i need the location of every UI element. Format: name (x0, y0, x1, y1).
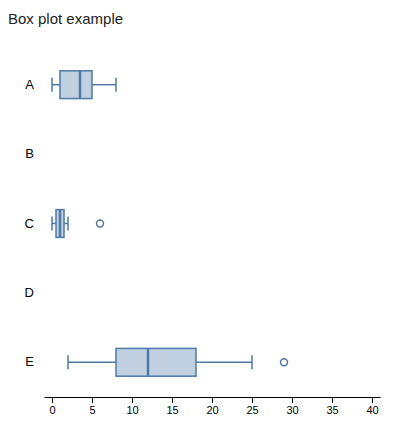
plot: 0 5 10 15 20 25 30 35 40 A B C D E (25, 71, 381, 416)
x-tick-mark (52, 397, 53, 403)
y-tick: B (25, 146, 34, 161)
box-group (52, 210, 104, 238)
whisker (196, 362, 252, 364)
y-tick: D (25, 285, 34, 300)
x-tick: 35 (326, 397, 338, 416)
x-tick: 40 (366, 397, 378, 416)
y-tick-label: A (25, 77, 34, 92)
x-tick-label: 40 (366, 404, 378, 416)
x-tick-label: 30 (286, 404, 298, 416)
x-tick-mark (172, 397, 173, 403)
flier (97, 220, 104, 227)
x-tick-label: 15 (166, 404, 178, 416)
y-tick: E (25, 354, 34, 369)
x-tick-label: 0 (49, 404, 55, 416)
whisker (68, 362, 116, 364)
x-tick-mark (372, 397, 373, 403)
median (59, 210, 62, 238)
box-group (68, 348, 288, 376)
x-axis: 0 5 10 15 20 25 30 35 40 (45, 397, 381, 416)
box-group (52, 71, 116, 99)
x-tick-label: 35 (326, 404, 338, 416)
flier (281, 359, 288, 366)
x-tick-mark (132, 397, 133, 403)
y-tick-label: D (25, 285, 34, 300)
cap (67, 217, 69, 231)
box (116, 348, 196, 376)
x-tick-mark (292, 397, 293, 403)
x-tick: 25 (246, 397, 258, 416)
x-tick-label: 5 (89, 404, 95, 416)
x-tick-mark (92, 397, 93, 403)
marks (52, 71, 288, 376)
x-tick: 30 (286, 397, 298, 416)
x-tick: 0 (49, 397, 55, 416)
x-tick: 5 (89, 397, 95, 416)
x-tick: 15 (166, 397, 178, 416)
x-tick-label: 20 (206, 404, 218, 416)
y-tick-label: E (25, 354, 34, 369)
median (79, 71, 82, 99)
cap (115, 78, 117, 92)
chart: Box plot example 0 5 10 15 20 25 30 35 40 A B C D E (0, 0, 404, 433)
x-tick-mark (212, 397, 213, 403)
x-tick-mark (332, 397, 333, 403)
y-tick: C (25, 216, 34, 231)
y-tick: A (25, 77, 34, 92)
cap (251, 355, 253, 369)
x-tick-label: 25 (246, 404, 258, 416)
x-tick-mark (252, 397, 253, 403)
median (147, 348, 150, 376)
whisker (92, 84, 116, 86)
cap (51, 217, 53, 231)
x-tick: 20 (206, 397, 218, 416)
y-axis: A B C D E (25, 77, 35, 370)
y-tick-label: B (25, 146, 34, 161)
y-tick-label: C (25, 216, 34, 231)
title: Box plot example (8, 10, 123, 27)
box (60, 71, 92, 99)
box (56, 210, 64, 238)
x-tick-label: 10 (126, 404, 138, 416)
cap (51, 78, 53, 92)
x-tick: 10 (126, 397, 138, 416)
whisker (52, 84, 60, 86)
cap (67, 355, 69, 369)
